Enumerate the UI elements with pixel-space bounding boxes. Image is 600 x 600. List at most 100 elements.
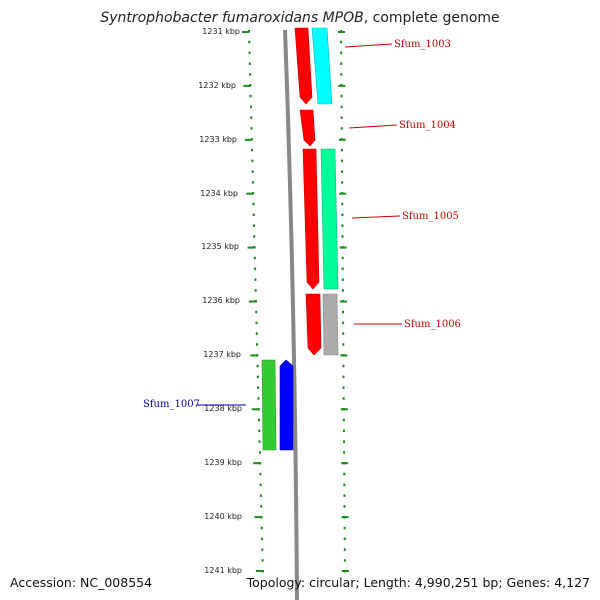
gene-arrow[interactable]: [279, 359, 294, 451]
gene-label-sfum-1005[interactable]: Sfum_1005: [402, 211, 459, 222]
axis-dot: [254, 267, 257, 271]
axis-dot: [343, 505, 346, 508]
axis-dot: [341, 181, 344, 184]
axis-track-right: [338, 30, 349, 573]
tick-label: 1240 kbp: [204, 512, 242, 521]
axis-dot: [249, 105, 252, 109]
axis-major-tick: [338, 138, 346, 141]
axis-dot: [340, 148, 343, 152]
gene-arrow[interactable]: [311, 27, 333, 105]
axis-dot: [253, 256, 256, 260]
genome-backbone: [283, 29, 299, 600]
gene-arrow[interactable]: [322, 293, 339, 356]
axis-dot: [259, 483, 262, 487]
axis-dot: [343, 494, 346, 497]
axis-major-tick: [244, 138, 252, 141]
axis-track-left: [242, 30, 264, 573]
gene-arrow[interactable]: [261, 359, 277, 451]
organism-name: Syntrophobacter fumaroxidans MPOB: [100, 10, 364, 26]
axis-dot: [256, 375, 259, 379]
axis-dot: [257, 397, 260, 400]
gene-label-sfum-1003[interactable]: Sfum_1003: [394, 39, 451, 50]
axis-dot: [252, 224, 255, 227]
axis-major-tick: [340, 408, 348, 411]
axis-dot: [252, 213, 255, 217]
axis-dot: [342, 418, 345, 422]
gene-arrow[interactable]: [294, 27, 313, 105]
axis-major-tick: [338, 31, 346, 33]
axis-dot: [342, 397, 345, 400]
axis-dot: [248, 51, 251, 55]
axis-major-tick: [341, 462, 349, 465]
axis-dot: [257, 418, 260, 422]
axis-major-tick: [243, 84, 251, 87]
label-leaders: [197, 43, 402, 406]
axis-major-tick: [254, 516, 262, 519]
gene-label-sfum-1007[interactable]: Sfum_1007: [143, 399, 200, 410]
gene-arrow[interactable]: [299, 109, 316, 147]
axis-major-tick: [251, 408, 259, 411]
axis-dot: [343, 451, 346, 454]
axis-major-tick: [338, 84, 346, 87]
tick-label: 1232 kbp: [198, 81, 236, 90]
axis-dot: [255, 321, 258, 325]
axis-dot: [341, 256, 344, 260]
gene-arrow[interactable]: [320, 148, 339, 290]
axis-dot: [260, 505, 263, 508]
axis-major-tick: [341, 570, 349, 572]
axis-dot: [341, 267, 344, 271]
axis-major-tick: [339, 246, 347, 249]
axis-dot: [250, 116, 253, 119]
axis-dot: [341, 224, 344, 227]
axis-dot: [340, 40, 343, 44]
tick-label: 1237 kbp: [203, 350, 241, 359]
axis-dot: [341, 202, 344, 206]
axis-major-tick: [250, 354, 258, 357]
axis-dot: [254, 278, 257, 281]
axis-dot: [252, 202, 255, 206]
axis-major-tick: [253, 462, 261, 465]
axis-major-tick: [247, 246, 255, 249]
axis-dot: [340, 127, 343, 130]
axis-tick-labels: 1231 kbp 1232 kbp 1233 kbp 1234 kbp 1235…: [198, 27, 242, 575]
axis-dot: [343, 537, 346, 541]
axis-dot: [258, 429, 261, 433]
axis-dot: [341, 170, 344, 173]
axis-dot: [342, 332, 345, 335]
axis-dot: [340, 116, 343, 119]
axis-dot: [340, 62, 343, 65]
axis-dot: [342, 375, 345, 379]
axis-dot: [255, 332, 258, 335]
axis-dot: [341, 235, 344, 238]
axis-major-tick: [339, 192, 347, 195]
axis-major-tick: [340, 354, 348, 357]
axis-dot: [341, 289, 344, 292]
tick-label: 1231 kbp: [202, 27, 240, 36]
axis-major-tick: [255, 570, 263, 572]
axis-dot: [342, 310, 345, 314]
axis-major-tick: [339, 300, 347, 303]
gene-label-sfum-1006[interactable]: Sfum_1006: [404, 319, 461, 330]
gene-arrow[interactable]: [305, 293, 322, 356]
axis-major-tick: [242, 31, 250, 33]
axis-dot: [251, 170, 254, 173]
gene-label-sfum-1004[interactable]: Sfum_1004: [399, 120, 456, 131]
axis-dot: [343, 483, 346, 487]
axis-major-tick: [248, 300, 256, 303]
forward-strand-genes: [294, 27, 339, 356]
map-title: Syntrophobacter fumaroxidans MPOB, compl…: [0, 10, 600, 26]
tick-label: 1236 kbp: [202, 296, 240, 305]
axis-dot: [343, 440, 346, 443]
axis-dot: [342, 364, 345, 368]
axis-dot: [251, 181, 254, 184]
axis-dot: [258, 451, 261, 454]
axis-dot: [259, 472, 262, 476]
axis-dot: [248, 62, 251, 65]
reverse-strand-genes: [261, 359, 294, 451]
axis-dot: [249, 73, 252, 76]
axis-dot: [259, 494, 262, 497]
tick-label: 1233 kbp: [199, 135, 237, 144]
gene-arrow[interactable]: [302, 148, 320, 290]
axis-dot: [251, 148, 254, 152]
